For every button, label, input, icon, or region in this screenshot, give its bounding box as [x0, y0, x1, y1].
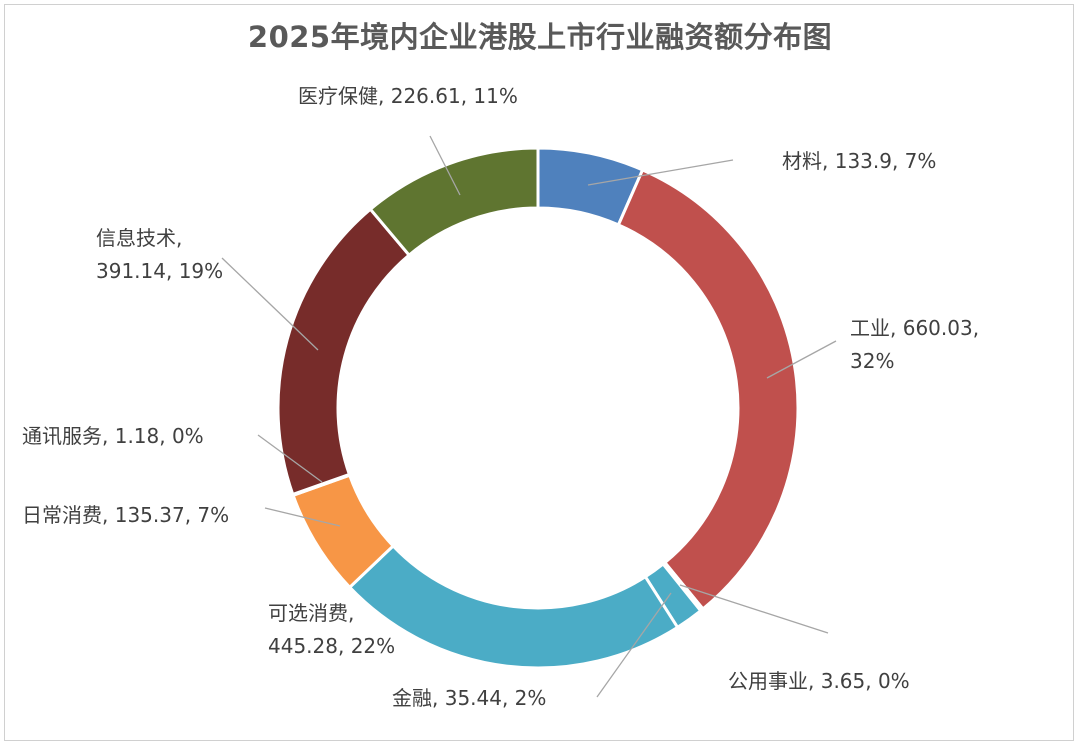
- slice-3-data-label: 公用事业, 3.65, 0%: [728, 669, 910, 693]
- slice-5-data-label-line: 可选消费,: [268, 601, 354, 625]
- slice-2-data-label: 工业, 660.03, 32%: [850, 316, 979, 373]
- slice-8-data-label-line: 信息技术,: [96, 226, 182, 250]
- slice-4-data-label: 金融, 35.44, 2%: [392, 686, 546, 710]
- slice-1-leader-line: [587, 159, 734, 186]
- slice-8-data-label: 信息技术, 391.14, 19%: [96, 226, 223, 283]
- slice-6-leader-line: [264, 507, 341, 527]
- slice-1-data-label-line: 材料, 133.9, 7%: [782, 149, 936, 173]
- slice-8-data-label-line: 391.14, 19%: [96, 259, 223, 283]
- slice-7-leader-line: [257, 434, 323, 483]
- slice-6-data-label-line: 日常消费, 135.37, 7%: [22, 503, 229, 527]
- slice-2-data-label-line: 工业, 660.03,: [850, 316, 979, 340]
- slice-6-data-label: 日常消费, 135.37, 7%: [22, 503, 229, 527]
- slice-9-data-label-line: 医疗保健, 226.61, 11%: [298, 84, 518, 108]
- slice-2-arc: [616, 167, 800, 612]
- slice-4-leader-line: [596, 592, 672, 698]
- slice-7-data-label-line: 通讯服务, 1.18, 0%: [22, 424, 204, 448]
- slice-8-arc: [276, 207, 412, 497]
- slice-9-arc: [368, 146, 540, 258]
- slice-8-leader-line: [221, 257, 319, 351]
- slice-5-arc: [347, 543, 680, 670]
- slice-5-data-label: 可选消费, 445.28, 22%: [268, 601, 395, 658]
- slice-9-data-label: 医疗保健, 226.61, 11%: [298, 84, 518, 108]
- slice-3-data-label-line: 公用事业, 3.65, 0%: [728, 669, 910, 693]
- slice-4-data-label-line: 金融, 35.44, 2%: [392, 686, 546, 710]
- chart-title: 2025年境内企业港股上市行业融资额分布图: [247, 20, 833, 54]
- slice-2-leader-line: [766, 340, 837, 379]
- slice-1-data-label: 材料, 133.9, 7%: [782, 149, 936, 173]
- slice-3-leader-line: [679, 584, 829, 634]
- slice-9-leader-line: [429, 135, 461, 196]
- slice-2-data-label-line: 32%: [850, 349, 894, 373]
- slice-7-data-label: 通讯服务, 1.18, 0%: [22, 424, 204, 448]
- slice-5-data-label-line: 445.28, 22%: [268, 634, 395, 658]
